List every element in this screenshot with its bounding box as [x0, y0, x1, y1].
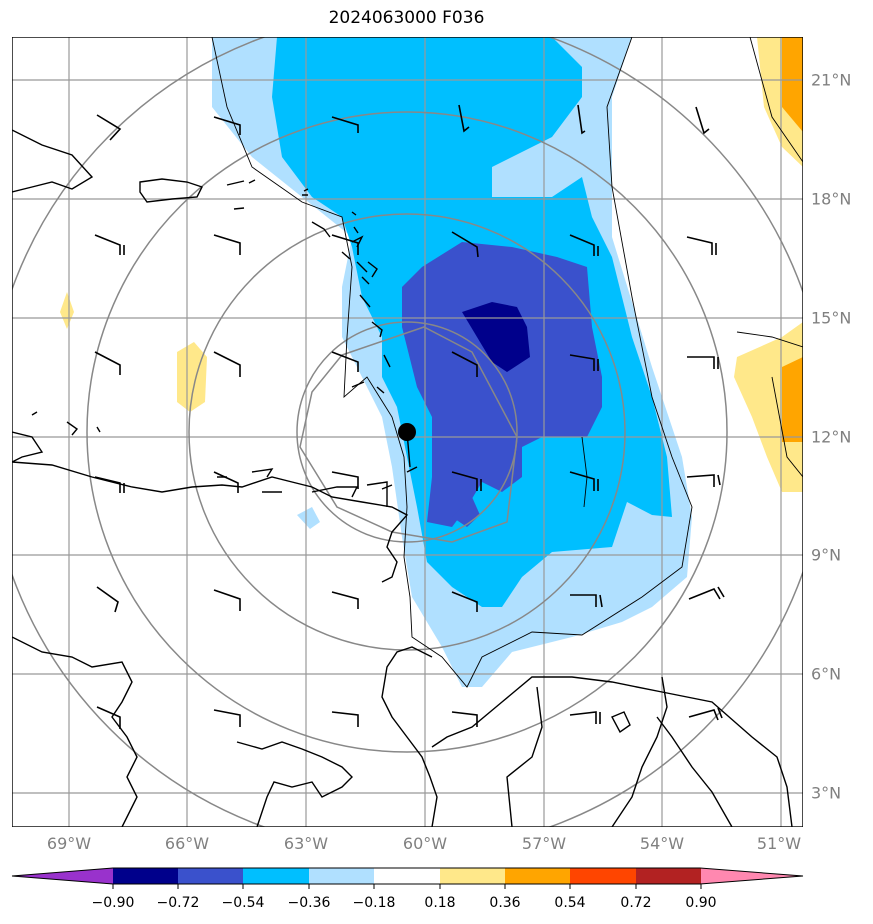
coastlines — [12, 129, 793, 827]
lon-label: 66°W — [164, 834, 210, 853]
light-blue-patch — [297, 507, 320, 529]
lat-label: 15°N — [811, 308, 852, 328]
orange-region-ne — [782, 37, 803, 132]
lon-label: 57°W — [521, 834, 567, 853]
gridlines — [12, 37, 803, 827]
colorbar-segment — [505, 868, 570, 884]
colorbar-tick-label: 0.90 — [685, 895, 717, 911]
yellow-patch-lesser — [177, 342, 207, 412]
colorbar-segment — [113, 868, 178, 884]
colorbar — [11, 867, 804, 889]
colorbar-tick-label: 0.18 — [424, 895, 456, 911]
colorbar-tick-label: −0.72 — [156, 895, 200, 911]
colorbar-segment — [570, 868, 636, 884]
lat-label: 3°N — [811, 783, 842, 803]
lat-label: 6°N — [811, 664, 842, 684]
lon-label: 54°W — [639, 834, 685, 853]
lat-label: 21°N — [811, 70, 852, 90]
colorbar-tick-label: 0.72 — [620, 895, 652, 911]
lat-label: 9°N — [811, 545, 842, 565]
colorbar-segment — [636, 868, 701, 884]
contour-lines — [211, 37, 803, 688]
lat-label: 12°N — [811, 427, 852, 447]
dark-blue-region — [462, 302, 530, 372]
colorbar-tick-label: −0.90 — [91, 895, 135, 911]
colorbar-segment — [309, 868, 374, 884]
yellow-patch-west — [60, 292, 74, 329]
colorbar-tick-label: −0.54 — [221, 895, 265, 911]
lon-label: 63°W — [283, 834, 329, 853]
lon-label: 69°W — [46, 834, 92, 853]
colorbar-segment — [12, 868, 113, 884]
storm-center-marker — [398, 423, 416, 441]
orange-region-e — [782, 357, 803, 442]
contour-fills — [60, 37, 803, 687]
colorbar-segment — [243, 868, 309, 884]
map-title: 2024063000 F036 — [328, 8, 485, 28]
range-rings — [12, 37, 803, 827]
lat-label: 18°N — [811, 189, 852, 209]
map-plot — [12, 37, 803, 827]
lon-label: 60°W — [402, 834, 448, 853]
mid-blue-region — [402, 242, 602, 527]
colorbar-tick-label: −0.36 — [287, 895, 331, 911]
lon-label: 51°W — [756, 834, 802, 853]
colorbar-segment — [440, 868, 505, 884]
colorbar-tick-label: −0.18 — [352, 895, 396, 911]
colorbar-segment — [374, 868, 440, 884]
colorbar-tick-label: 0.54 — [554, 895, 586, 911]
wind-barbs — [94, 104, 725, 729]
colorbar-tick-label: 0.36 — [489, 895, 521, 911]
colorbar-segment — [701, 868, 803, 884]
colorbar-segment — [178, 868, 243, 884]
